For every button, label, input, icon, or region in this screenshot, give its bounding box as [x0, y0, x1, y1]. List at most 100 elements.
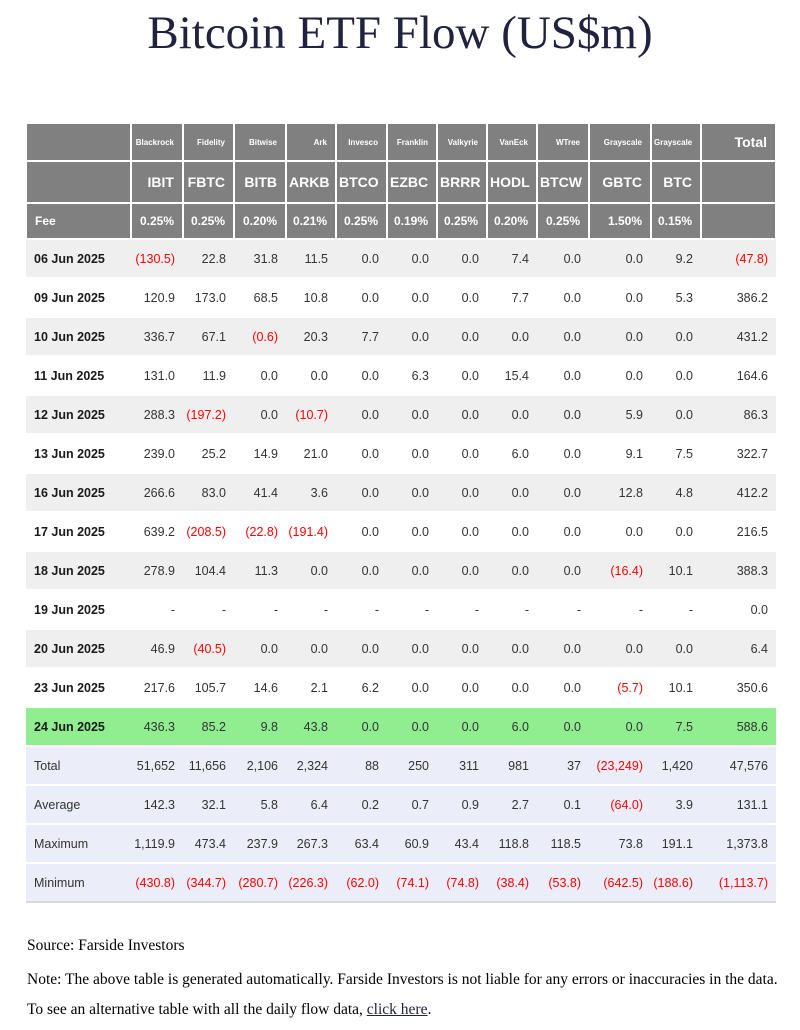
flow-value: 0.0 — [387, 239, 437, 279]
summary-row-maximum: Maximum 1,119.9 473.4 237.9 267.3 63.4 60.9 43.… — [26, 824, 776, 864]
summary-value: (38.4) — [487, 863, 537, 903]
flow-value: - — [234, 590, 286, 630]
flow-value: 0.0 — [336, 512, 387, 552]
flow-value: 0.0 — [437, 473, 487, 513]
summary-value: 1,119.9 — [131, 824, 183, 864]
flow-value: 12.8 — [589, 473, 651, 513]
flow-value: 0.0 — [437, 239, 487, 279]
table-row: 18 Jun 2025 278.9 104.4 11.3 0.0 0.0 0.0 0.0 0.0… — [26, 551, 776, 591]
flow-value: 0.0 — [387, 668, 437, 708]
flow-value: 0.0 — [437, 317, 487, 357]
table-row: 19 Jun 2025- - - - - - - - - - -0.0 — [26, 590, 776, 630]
flow-value: 288.3 — [131, 395, 183, 435]
date-cell: 09 Jun 2025 — [26, 278, 131, 318]
summary-value: (64.0) — [589, 785, 651, 825]
flow-value: 7.5 — [651, 707, 701, 747]
row-total: 412.2 — [701, 473, 776, 513]
flow-value: 21.0 — [286, 434, 336, 474]
flow-value: 20.3 — [286, 317, 336, 357]
date-cell: 11 Jun 2025 — [26, 356, 131, 396]
flow-value: 0.0 — [589, 707, 651, 747]
row-total: 0.0 — [701, 590, 776, 630]
flow-value: 0.0 — [336, 473, 387, 513]
summary-value: (642.5) — [589, 863, 651, 903]
flow-value: 0.0 — [387, 395, 437, 435]
corner-cell — [25, 122, 132, 162]
flow-value: (5.7) — [589, 668, 651, 708]
flow-value: 5.3 — [651, 278, 701, 318]
summary-label: Maximum — [26, 824, 131, 864]
summary-value: (74.1) — [387, 863, 437, 903]
ticker-corner-cell — [25, 160, 132, 204]
summary-value: (344.7) — [183, 863, 234, 903]
flow-value: (0.6) — [234, 317, 286, 357]
flow-value: 0.0 — [537, 395, 589, 435]
flow-value: 14.9 — [234, 434, 286, 474]
summary-value: 2,106 — [234, 746, 286, 786]
row-total: 350.6 — [701, 668, 776, 708]
flow-value: - — [487, 590, 537, 630]
flow-value: 0.0 — [437, 356, 487, 396]
flow-value: - — [336, 590, 387, 630]
issuer-header: Valkyrie — [436, 122, 488, 162]
summary-value: 73.8 — [589, 824, 651, 864]
flow-value: 0.0 — [487, 512, 537, 552]
summary-value: 473.4 — [183, 824, 234, 864]
click-here-link[interactable]: click here — [366, 1001, 428, 1019]
flow-value: 6.0 — [487, 707, 537, 747]
flow-value: 7.7 — [487, 278, 537, 318]
flow-value: 7.5 — [651, 434, 701, 474]
row-total: 386.2 — [701, 278, 776, 318]
issuer-header: Grayscale — [588, 122, 652, 162]
flow-value: - — [437, 590, 487, 630]
summary-row-average: Average 142.3 32.1 5.8 6.4 0.2 0.7 0.9 2.7 0.1 (64… — [26, 785, 776, 825]
flow-value: 0.0 — [336, 707, 387, 747]
date-cell: 13 Jun 2025 — [26, 434, 131, 474]
row-total: 588.6 — [701, 707, 776, 747]
flow-value: 31.8 — [234, 239, 286, 279]
issuer-header: VanEck — [486, 122, 538, 162]
flow-value: 4.8 — [651, 473, 701, 513]
date-cell: 16 Jun 2025 — [26, 473, 131, 513]
table-row-highlighted: 24 Jun 2025 436.3 85.2 9.8 43.8 0.0 0.0 0.0 6.0 0… — [26, 707, 776, 747]
total-header: Total — [700, 122, 777, 162]
flow-value: 120.9 — [131, 278, 183, 318]
table-row: 10 Jun 2025 336.7 67.1 (0.6) 20.3 7.7 0.0 0.0 0.… — [26, 317, 776, 357]
flow-value: 43.8 — [286, 707, 336, 747]
fee-value: 0.15% — [650, 202, 702, 240]
summary-value: 311 — [437, 746, 487, 786]
summary-value: 1,420 — [651, 746, 701, 786]
flow-value: 0.0 — [387, 551, 437, 591]
flow-value: - — [131, 590, 183, 630]
flow-value: 0.0 — [537, 239, 589, 279]
fee-value: 0.25% — [436, 202, 488, 240]
summary-value: (62.0) — [336, 863, 387, 903]
flow-value: 41.4 — [234, 473, 286, 513]
flow-value: 0.0 — [336, 551, 387, 591]
flow-value: 0.0 — [651, 317, 701, 357]
summary-value: 981 — [487, 746, 537, 786]
summary-total: 131.1 — [701, 785, 776, 825]
flow-value: 0.0 — [387, 707, 437, 747]
fee-value: 0.25% — [182, 202, 235, 240]
summary-value: 0.7 — [387, 785, 437, 825]
date-cell: 19 Jun 2025 — [26, 590, 131, 630]
date-cell: 10 Jun 2025 — [26, 317, 131, 357]
summary-value: 2,324 — [286, 746, 336, 786]
flow-value: - — [537, 590, 589, 630]
note-text: Note: The above table is generated autom… — [27, 965, 783, 1025]
flow-value: (22.8) — [234, 512, 286, 552]
ticker-header: EZBC — [386, 160, 438, 204]
flow-value: 0.0 — [589, 629, 651, 669]
note-before-link: Note: The above table is generated autom… — [27, 971, 778, 1019]
issuer-header: Grayscale — [650, 122, 702, 162]
flow-value: 22.8 — [183, 239, 234, 279]
summary-value: 237.9 — [234, 824, 286, 864]
flow-value: 0.0 — [487, 317, 537, 357]
issuer-header: Bitwise — [233, 122, 287, 162]
summary-row-minimum: Minimum (430.8) (344.7) (280.7) (226.3) (62.0… — [26, 863, 776, 903]
flow-value: 0.0 — [387, 473, 437, 513]
ticker-header: BTCO — [335, 160, 388, 204]
table-row: 09 Jun 2025 120.9 173.0 68.5 10.8 0.0 0.0 0.0 7.… — [26, 278, 776, 318]
fee-value: 0.25% — [130, 202, 184, 240]
